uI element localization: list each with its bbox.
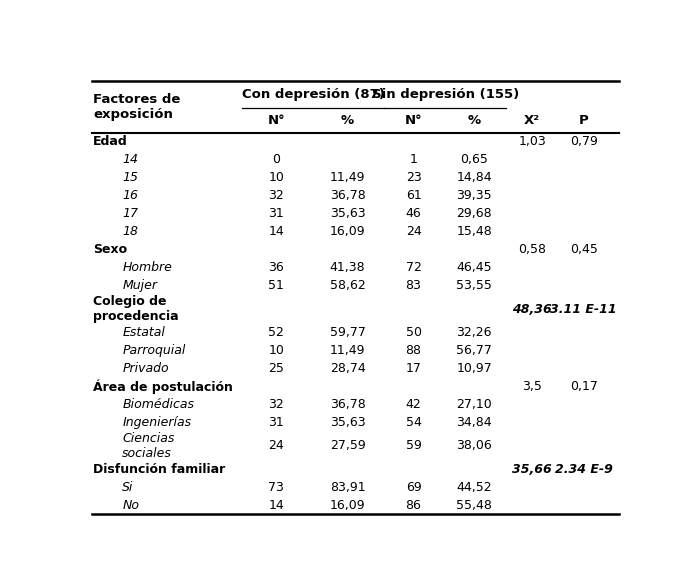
Text: 24: 24 xyxy=(406,225,422,238)
Text: Ciencias
sociales: Ciencias sociales xyxy=(122,432,175,460)
Text: 35,66: 35,66 xyxy=(512,463,552,476)
Text: Ingenierías: Ingenierías xyxy=(122,416,191,429)
Text: 36,78: 36,78 xyxy=(330,398,366,411)
Text: 53,55: 53,55 xyxy=(456,279,492,292)
Text: 51: 51 xyxy=(268,279,284,292)
Text: 17: 17 xyxy=(122,207,138,220)
Text: 31: 31 xyxy=(269,207,284,220)
Text: 39,35: 39,35 xyxy=(456,189,492,202)
Text: 17: 17 xyxy=(406,362,422,375)
Text: 41,38: 41,38 xyxy=(330,261,366,274)
Text: 83: 83 xyxy=(406,279,422,292)
Text: 32: 32 xyxy=(269,398,284,411)
Text: Colegio de
procedencia: Colegio de procedencia xyxy=(93,295,179,323)
Text: Factores de
exposición: Factores de exposición xyxy=(93,93,180,121)
Text: Parroquial: Parroquial xyxy=(122,344,186,357)
Text: 72: 72 xyxy=(406,261,422,274)
Text: 32,26: 32,26 xyxy=(457,326,492,339)
Text: P: P xyxy=(579,114,589,127)
Text: 10,97: 10,97 xyxy=(456,362,492,375)
Text: Sexo: Sexo xyxy=(93,243,127,256)
Text: 14: 14 xyxy=(269,499,284,512)
Text: Disfunción familiar: Disfunción familiar xyxy=(93,463,225,476)
Text: 16,09: 16,09 xyxy=(330,499,366,512)
Text: 24: 24 xyxy=(269,440,284,452)
Text: 69: 69 xyxy=(406,481,422,494)
Text: 48,36: 48,36 xyxy=(512,303,552,315)
Text: 86: 86 xyxy=(406,499,422,512)
Text: 16,09: 16,09 xyxy=(330,225,366,238)
Text: N°: N° xyxy=(405,114,422,127)
Text: 0,65: 0,65 xyxy=(460,153,488,166)
Text: 11,49: 11,49 xyxy=(330,344,366,357)
Text: 34,84: 34,84 xyxy=(456,416,492,429)
Text: 10: 10 xyxy=(268,171,284,184)
Text: Hombre: Hombre xyxy=(122,261,172,274)
Text: 14,84: 14,84 xyxy=(456,171,492,184)
Text: 15: 15 xyxy=(122,171,138,184)
Text: 36: 36 xyxy=(269,261,284,274)
Text: 28,74: 28,74 xyxy=(330,362,366,375)
Text: 44,52: 44,52 xyxy=(456,481,492,494)
Text: 29,68: 29,68 xyxy=(456,207,492,220)
Text: 61: 61 xyxy=(406,189,422,202)
Text: Privado: Privado xyxy=(122,362,169,375)
Text: 46: 46 xyxy=(406,207,422,220)
Text: 83,91: 83,91 xyxy=(330,481,366,494)
Text: N°: N° xyxy=(267,114,285,127)
Text: Área de postulación: Área de postulación xyxy=(93,379,233,394)
Text: 32: 32 xyxy=(269,189,284,202)
Text: 59: 59 xyxy=(406,440,422,452)
Text: 14: 14 xyxy=(269,225,284,238)
Text: 59,77: 59,77 xyxy=(330,326,366,339)
Text: 35,63: 35,63 xyxy=(330,416,366,429)
Text: Mujer: Mujer xyxy=(122,279,158,292)
Text: 25: 25 xyxy=(268,362,284,375)
Text: 42: 42 xyxy=(406,398,422,411)
Text: 11,49: 11,49 xyxy=(330,171,366,184)
Text: 54: 54 xyxy=(406,416,422,429)
Text: 27,59: 27,59 xyxy=(330,440,366,452)
Text: 23: 23 xyxy=(406,171,422,184)
Text: Si: Si xyxy=(122,481,133,494)
Text: 58,62: 58,62 xyxy=(330,279,366,292)
Text: 88: 88 xyxy=(406,344,422,357)
Text: 1,03: 1,03 xyxy=(518,135,546,148)
Text: %: % xyxy=(341,114,354,127)
Text: X²: X² xyxy=(524,114,540,127)
Text: 50: 50 xyxy=(406,326,422,339)
Text: Edad: Edad xyxy=(93,135,128,148)
Text: 0,17: 0,17 xyxy=(569,380,598,393)
Text: 73: 73 xyxy=(268,481,284,494)
Text: %: % xyxy=(468,114,481,127)
Text: No: No xyxy=(122,499,140,512)
Text: 56,77: 56,77 xyxy=(456,344,492,357)
Text: Estatal: Estatal xyxy=(122,326,165,339)
Text: Con depresión (87): Con depresión (87) xyxy=(242,88,385,101)
Text: 31: 31 xyxy=(269,416,284,429)
Text: 3.11 E-11: 3.11 E-11 xyxy=(550,303,617,315)
Text: Biomédicas: Biomédicas xyxy=(122,398,194,411)
Text: 2.34 E-9: 2.34 E-9 xyxy=(555,463,612,476)
Text: 0,45: 0,45 xyxy=(569,243,598,256)
Text: 38,06: 38,06 xyxy=(456,440,492,452)
Text: 36,78: 36,78 xyxy=(330,189,366,202)
Text: 52: 52 xyxy=(268,326,284,339)
Text: 0,58: 0,58 xyxy=(518,243,546,256)
Text: 46,45: 46,45 xyxy=(456,261,492,274)
Text: 10: 10 xyxy=(268,344,284,357)
Text: Sin depresión (155): Sin depresión (155) xyxy=(372,88,519,101)
Text: 55,48: 55,48 xyxy=(456,499,492,512)
Text: 14: 14 xyxy=(122,153,138,166)
Text: 35,63: 35,63 xyxy=(330,207,366,220)
Text: 18: 18 xyxy=(122,225,138,238)
Text: 0,79: 0,79 xyxy=(569,135,598,148)
Text: 0: 0 xyxy=(272,153,281,166)
Text: 27,10: 27,10 xyxy=(456,398,492,411)
Text: 16: 16 xyxy=(122,189,138,202)
Text: 15,48: 15,48 xyxy=(456,225,492,238)
Text: 1: 1 xyxy=(410,153,417,166)
Text: 3,5: 3,5 xyxy=(522,380,542,393)
